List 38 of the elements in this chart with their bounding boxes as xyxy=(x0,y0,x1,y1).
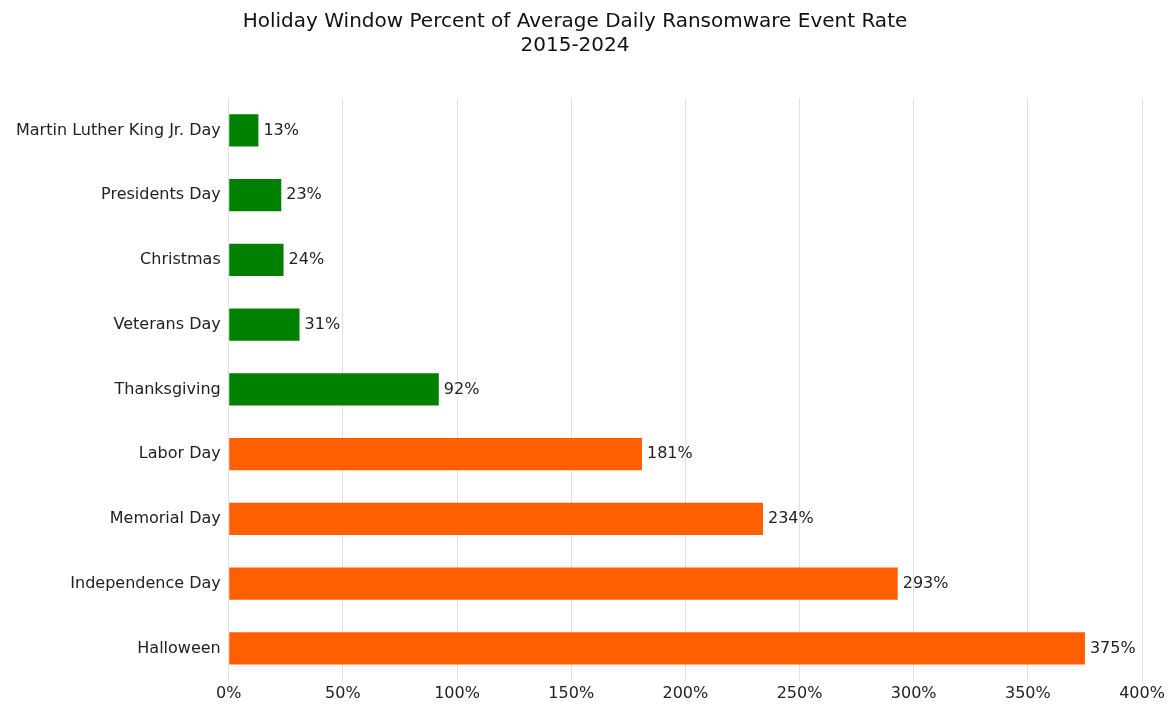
y-tick-label: Martin Luther King Jr. Day xyxy=(15,119,221,139)
bar xyxy=(229,114,259,147)
data-label: 13% xyxy=(263,119,299,139)
data-label: 234% xyxy=(768,508,814,528)
data-label: 375% xyxy=(1089,637,1136,657)
bar xyxy=(229,373,439,406)
data-label: 31% xyxy=(304,313,341,333)
y-tick-label: Thanksgiving xyxy=(113,378,221,398)
x-tick-label: 150% xyxy=(548,682,595,702)
bar xyxy=(229,243,284,277)
data-label: 181% xyxy=(646,443,693,463)
y-tick-label: Christmas xyxy=(140,249,221,269)
data-label: 23% xyxy=(286,184,322,204)
bar xyxy=(229,178,282,212)
chart-title: Holiday Window Percent of Average Daily Ransomware Event Rate xyxy=(242,8,908,33)
bar xyxy=(229,308,300,341)
x-tick-label: 50% xyxy=(325,682,361,702)
x-tick-label: 350% xyxy=(1004,682,1051,702)
x-tick-label: 400% xyxy=(1119,682,1165,702)
x-tick-label: 0% xyxy=(216,682,242,702)
data-label: 24% xyxy=(288,249,325,269)
y-tick-label: Labor Day xyxy=(138,443,221,463)
chart-subtitle: 2015-2024 xyxy=(520,32,630,57)
y-tick-label: Memorial Day xyxy=(109,508,221,528)
y-tick-label: Halloween xyxy=(137,637,221,657)
bar xyxy=(229,632,1085,665)
data-label: 92% xyxy=(443,378,480,398)
x-tick-label: 200% xyxy=(662,682,709,702)
data-label: 293% xyxy=(902,572,949,592)
x-tick-label: 100% xyxy=(434,682,480,702)
bar xyxy=(229,502,763,536)
x-tick-label: 300% xyxy=(890,682,937,702)
y-tick-label: Independence Day xyxy=(70,572,221,592)
y-tick-label: Presidents Day xyxy=(101,184,221,204)
x-tick-label: 250% xyxy=(776,682,823,702)
y-tick-label: Veterans Day xyxy=(113,313,221,333)
bar xyxy=(229,437,642,471)
bar xyxy=(229,567,898,600)
